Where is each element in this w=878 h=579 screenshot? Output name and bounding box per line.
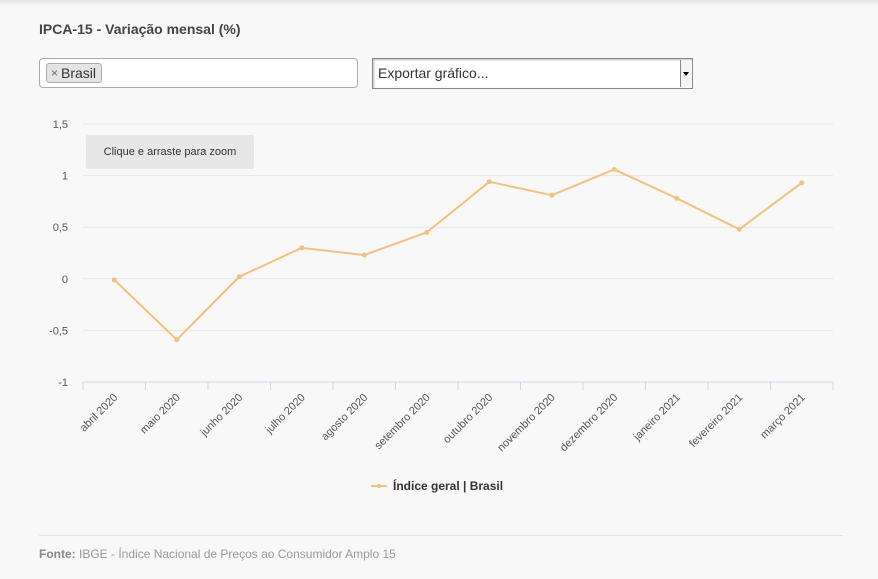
source-label: Fonte: — [39, 547, 76, 561]
dropdown-arrow-icon[interactable] — [680, 60, 691, 87]
zoom-hint: Clique e arraste para zoom — [86, 135, 254, 169]
export-chart-select[interactable]: Exportar gráfico... — [372, 58, 693, 89]
x-tick-label: fevereiro 2021 — [687, 392, 745, 450]
location-tag-label: Brasil — [61, 65, 97, 81]
chart-title: IPCA-15 - Variação mensal (%) — [39, 21, 241, 37]
x-tick-label: maio 2020 — [138, 392, 183, 437]
x-tick-label: agosto 2020 — [319, 392, 370, 443]
x-tick-label: janeiro 2021 — [631, 392, 683, 444]
data-point — [736, 226, 742, 232]
data-point — [486, 179, 492, 185]
chart-legend[interactable]: Índice geral | Brasil — [371, 478, 503, 494]
location-filter-input[interactable]: × Brasil — [39, 58, 358, 88]
y-tick-label: 0,5 — [53, 222, 68, 234]
y-tick-label: 1,5 — [53, 119, 68, 131]
data-point — [174, 337, 180, 343]
data-point — [424, 229, 430, 235]
source-text: IBGE - Índice Nacional de Preços ao Cons… — [79, 547, 396, 561]
x-tick-label: dezembro 2020 — [558, 392, 621, 455]
series-line — [113, 168, 803, 341]
data-point — [361, 252, 367, 258]
data-point — [549, 192, 555, 198]
data-point — [611, 166, 617, 172]
x-tick-label: setembro 2020 — [372, 392, 432, 452]
y-tick-label: -0,5 — [49, 325, 68, 337]
x-tick-label: julho 2020 — [263, 392, 308, 437]
legend-label: Índice geral | Brasil — [393, 479, 504, 493]
data-point — [236, 274, 242, 280]
data-point — [111, 277, 117, 283]
x-tick-label: março 2021 — [758, 392, 808, 442]
data-point — [799, 180, 805, 186]
location-tag[interactable]: × Brasil — [46, 63, 103, 83]
remove-tag-icon[interactable]: × — [51, 66, 59, 80]
x-tick-label: outubro 2020 — [441, 392, 495, 446]
export-select-label: Exportar gráfico... — [378, 65, 489, 81]
top-shadow — [0, 0, 878, 6]
x-tick-label: novembro 2020 — [495, 392, 558, 455]
footer-divider — [39, 535, 843, 536]
y-tick-label: 0 — [62, 274, 68, 286]
y-tick-label: 1 — [62, 171, 68, 183]
x-tick-label: junho 2020 — [198, 392, 246, 440]
data-point — [299, 245, 305, 251]
x-tick-label: abril 2020 — [78, 392, 121, 435]
data-point — [674, 195, 680, 201]
y-tick-label: -1 — [58, 377, 68, 389]
legend-swatch — [371, 481, 387, 491]
source-note: Fonte: IBGE - Índice Nacional de Preços … — [39, 547, 396, 561]
